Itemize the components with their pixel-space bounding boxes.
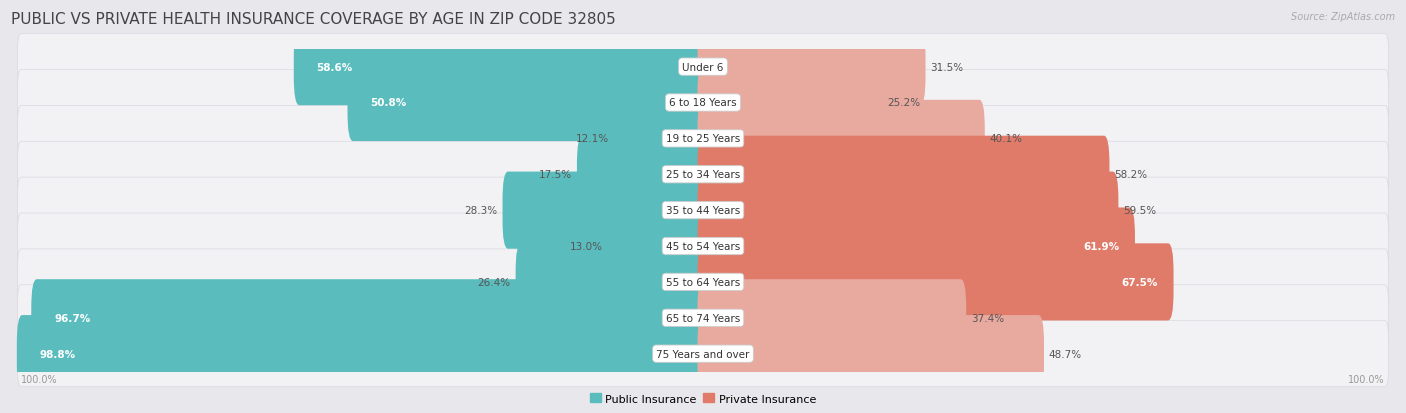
Text: 48.7%: 48.7% [1049,349,1083,359]
FancyBboxPatch shape [697,136,1109,214]
Text: 12.1%: 12.1% [576,134,609,144]
Text: Under 6: Under 6 [682,62,724,72]
FancyBboxPatch shape [697,280,966,356]
FancyBboxPatch shape [697,100,984,178]
Text: 50.8%: 50.8% [370,98,406,108]
Text: Source: ZipAtlas.com: Source: ZipAtlas.com [1291,12,1395,22]
FancyBboxPatch shape [697,316,1045,392]
FancyBboxPatch shape [17,249,1389,315]
FancyBboxPatch shape [294,29,709,106]
FancyBboxPatch shape [697,244,1174,320]
FancyBboxPatch shape [17,321,1389,387]
FancyBboxPatch shape [697,29,925,106]
FancyBboxPatch shape [697,172,1118,249]
Text: 75 Years and over: 75 Years and over [657,349,749,359]
Text: 37.4%: 37.4% [972,313,1004,323]
Text: 45 to 54 Years: 45 to 54 Years [666,242,740,252]
Text: 26.4%: 26.4% [478,277,510,287]
FancyBboxPatch shape [17,214,1389,279]
Text: PUBLIC VS PRIVATE HEALTH INSURANCE COVERAGE BY AGE IN ZIP CODE 32805: PUBLIC VS PRIVATE HEALTH INSURANCE COVER… [11,12,616,27]
FancyBboxPatch shape [17,70,1389,136]
Text: 55 to 64 Years: 55 to 64 Years [666,277,740,287]
Text: 67.5%: 67.5% [1122,277,1157,287]
Text: 61.9%: 61.9% [1083,242,1119,252]
FancyBboxPatch shape [614,100,709,178]
Text: 98.8%: 98.8% [39,349,76,359]
FancyBboxPatch shape [697,208,1135,285]
FancyBboxPatch shape [17,178,1389,244]
FancyBboxPatch shape [347,65,709,142]
Text: 28.3%: 28.3% [464,206,498,216]
FancyBboxPatch shape [17,142,1389,208]
FancyBboxPatch shape [17,35,1389,100]
Text: 19 to 25 Years: 19 to 25 Years [666,134,740,144]
FancyBboxPatch shape [17,106,1389,172]
Text: 58.2%: 58.2% [1115,170,1147,180]
FancyBboxPatch shape [502,172,709,249]
FancyBboxPatch shape [516,244,709,320]
FancyBboxPatch shape [31,280,709,356]
Text: 59.5%: 59.5% [1123,206,1156,216]
Legend: Public Insurance, Private Insurance: Public Insurance, Private Insurance [585,389,821,408]
FancyBboxPatch shape [17,285,1389,351]
Text: 25 to 34 Years: 25 to 34 Years [666,170,740,180]
Text: 31.5%: 31.5% [931,62,963,72]
Text: 100.0%: 100.0% [21,374,58,384]
Text: 100.0%: 100.0% [1348,374,1385,384]
FancyBboxPatch shape [576,136,709,214]
Text: 17.5%: 17.5% [538,170,572,180]
Text: 6 to 18 Years: 6 to 18 Years [669,98,737,108]
Text: 96.7%: 96.7% [53,313,90,323]
FancyBboxPatch shape [17,316,709,392]
Text: 65 to 74 Years: 65 to 74 Years [666,313,740,323]
Text: 25.2%: 25.2% [887,98,920,108]
Text: 58.6%: 58.6% [316,62,353,72]
Text: 13.0%: 13.0% [569,242,603,252]
FancyBboxPatch shape [697,65,882,142]
Text: 40.1%: 40.1% [990,134,1022,144]
FancyBboxPatch shape [607,208,709,285]
Text: 35 to 44 Years: 35 to 44 Years [666,206,740,216]
